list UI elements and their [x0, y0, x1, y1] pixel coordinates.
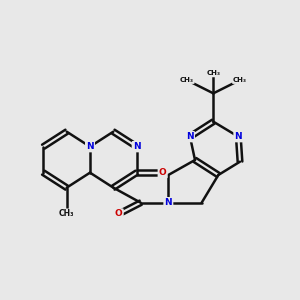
Text: O: O	[115, 209, 122, 218]
Text: N: N	[235, 132, 242, 141]
Text: CH₃: CH₃	[59, 209, 74, 218]
Text: N: N	[164, 198, 172, 207]
Text: O: O	[159, 168, 167, 177]
Text: N: N	[133, 142, 140, 151]
Text: N: N	[86, 142, 94, 151]
Text: N: N	[186, 132, 194, 141]
Text: CH₃: CH₃	[206, 70, 220, 76]
Text: CH₃: CH₃	[180, 77, 194, 83]
Text: CH₃: CH₃	[233, 77, 247, 83]
